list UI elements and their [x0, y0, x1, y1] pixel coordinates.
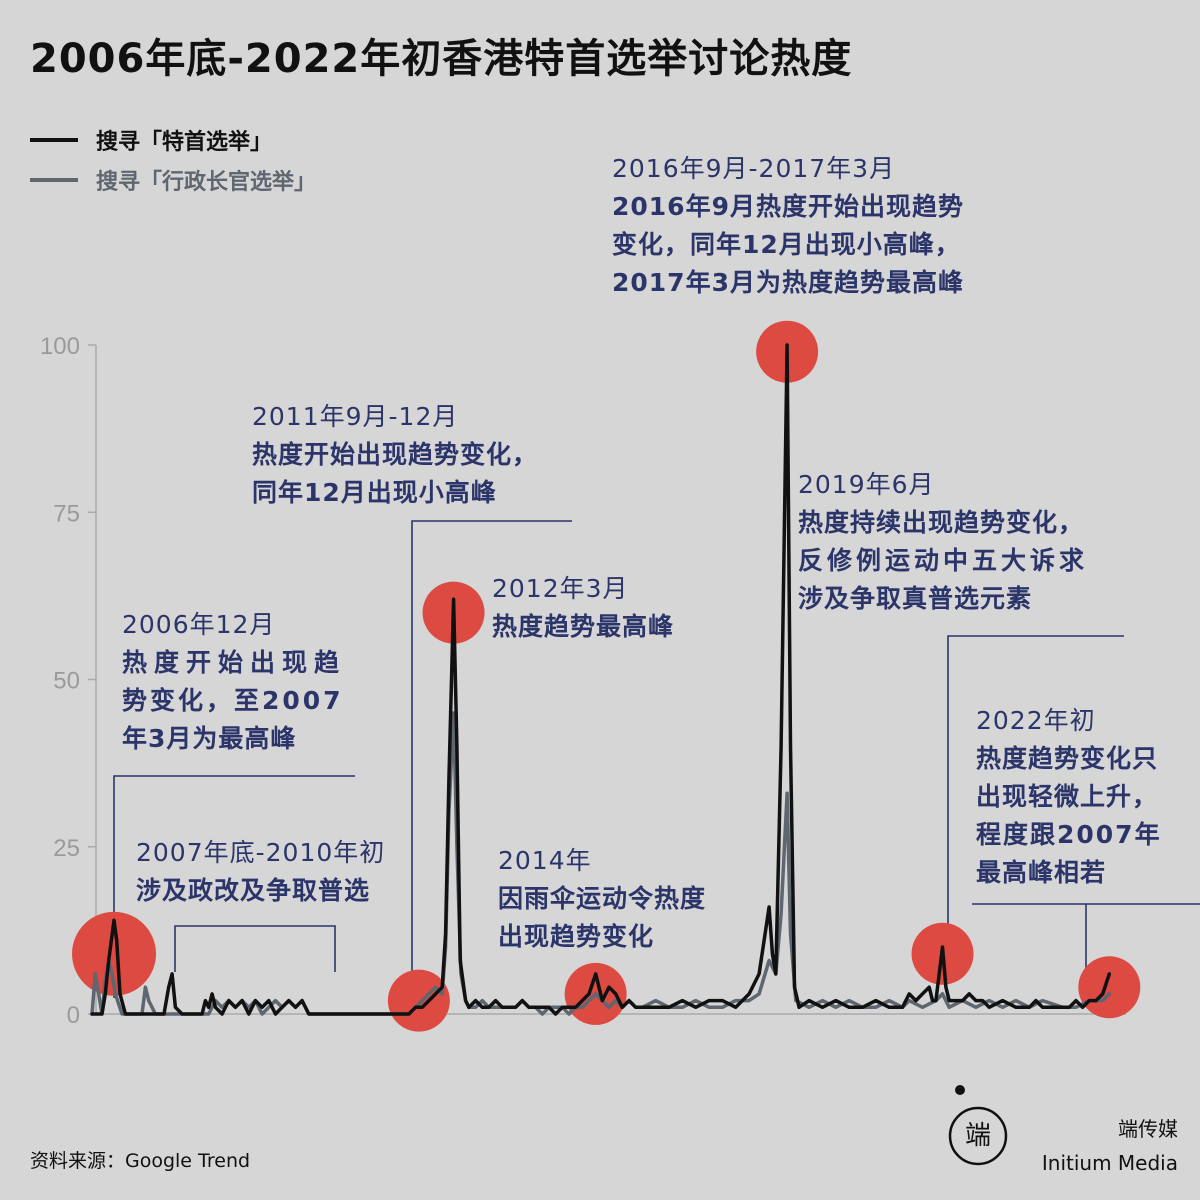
annotation-date: 2007年底-2010年初: [136, 838, 386, 867]
annotation-2007-2010: 2007年底-2010年初 涉及政改及争取普选: [136, 834, 385, 910]
legend-swatch-gray: [30, 178, 78, 182]
annotation-line: 热度开始出现趋: [122, 648, 347, 677]
legend-swatch-black: [30, 138, 78, 142]
annotation-line: 热度持续出现趋势变化，: [798, 508, 1085, 537]
annotation-line: 2016年9月热度开始出现趋势: [612, 192, 964, 221]
annotation-date: 2014年: [498, 846, 592, 875]
annotation-line: 势变化，至2007: [122, 686, 344, 715]
annotation-leader-line: [174, 925, 336, 972]
annotation-line: 热度趋势变化只: [976, 744, 1159, 773]
annotation-2014: 2014年 因雨伞运动令热度 出现趋势变化: [498, 842, 706, 956]
annotation-line: 因雨伞运动令热度: [498, 884, 707, 913]
series-line-te-xuan: [90, 343, 1112, 1016]
annotation-2022: 2022年初 热度趋势变化只 出现轻微上升， 程度跟2007年 最高峰相若: [976, 702, 1162, 892]
annotation-date: 2019年6月: [798, 470, 935, 499]
highlight-circle: [387, 969, 450, 1032]
highlight-circle: [72, 911, 157, 996]
brand-name-cn: 端传媒: [1118, 1117, 1178, 1141]
annotation-line: 热度趋势最高峰: [492, 612, 675, 641]
annotation-2012: 2012年3月 热度趋势最高峰: [492, 570, 674, 646]
annotation-leader-line: [411, 520, 572, 996]
annotation-line: 年3月为最高峰: [122, 724, 297, 753]
y-tick-label: 100: [40, 333, 80, 360]
annotation-2011: 2011年9月-12月 热度开始出现趋势变化， 同年12月出现小高峰: [252, 398, 538, 512]
annotation-line: 涉及争取真普选元素: [798, 584, 1033, 613]
annotation-leader-line: [972, 903, 1200, 988]
annotation-2016-2017: 2016年9月-2017年3月 2016年9月热度开始出现趋势 变化，同年12月…: [612, 150, 964, 302]
highlight-circle: [1078, 956, 1141, 1019]
annotation-line: 最高峰相若: [976, 858, 1107, 887]
initium-logo-icon: 端: [948, 1085, 1008, 1166]
y-tick-label: 25: [53, 835, 80, 862]
annotation-line: 涉及政改及争取普选: [136, 876, 371, 905]
brand-block: 端传媒 Initium Media: [1042, 1112, 1178, 1180]
annotation-2006: 2006年12月 热度开始出现趋 势变化，至2007 年3月为最高峰: [122, 606, 346, 758]
annotation-date: 2016年9月-2017年3月: [612, 154, 896, 183]
page-title: 2006年底-2022年初香港特首选举讨论热度: [30, 36, 853, 82]
legend-label: 搜寻「特首选举」: [96, 130, 273, 155]
legend-item-xingzheng: 搜寻「行政长官选举」: [30, 164, 316, 196]
legend-item-te-xuan: 搜寻「特首选举」: [30, 124, 272, 156]
annotation-2019: 2019年6月 热度持续出现趋势变化， 反修例运动中五大诉求 涉及争取真普选元素: [798, 466, 1088, 618]
annotation-date: 2012年3月: [492, 574, 629, 603]
annotation-date: 2006年12月: [122, 610, 276, 639]
annotation-line: 出现轻微上升，: [976, 782, 1159, 811]
annotation-line: 程度跟2007年: [976, 820, 1162, 849]
annotation-line: 出现趋势变化: [498, 922, 655, 951]
source-note: 资料来源：Google Trend: [30, 1150, 251, 1172]
y-tick-label: 0: [67, 1002, 80, 1029]
y-tick-label: 50: [53, 668, 80, 695]
annotation-line: 2017年3月为热度趋势最高峰: [612, 268, 964, 297]
y-tick-label: 75: [53, 500, 80, 527]
annotation-date: 2011年9月-12月: [252, 402, 459, 431]
series-lines: [90, 343, 1112, 1016]
annotation-line: 变化，同年12月出现小高峰，: [612, 230, 961, 259]
annotation-date: 2022年初: [976, 706, 1096, 735]
annotation-line: 同年12月出现小高峰: [252, 478, 497, 507]
annotation-leader-line: [947, 635, 1124, 972]
brand-name-en: Initium Media: [1041, 1151, 1178, 1175]
annotation-line: 热度开始出现趋势变化，: [252, 440, 539, 469]
legend-label: 搜寻「行政长官选举」: [96, 170, 317, 195]
logo-glyph: 端: [965, 1121, 991, 1151]
annotation-line: 反修例运动中五大诉求: [798, 546, 1089, 575]
